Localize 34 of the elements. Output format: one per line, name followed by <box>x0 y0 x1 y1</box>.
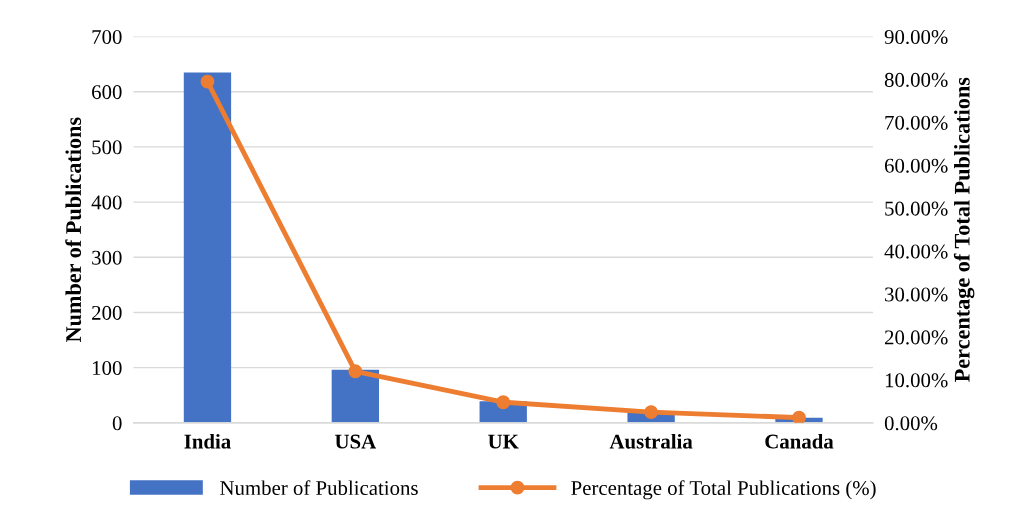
y-tick-label: 500 <box>92 140 122 155</box>
y2-tick-label: 70.00% <box>885 115 948 130</box>
y2-tick-label: 50.00% <box>885 201 948 216</box>
y2-tick-label: 80.00% <box>884 72 948 87</box>
y2-tick-label: 20.00% <box>884 330 948 345</box>
point <box>792 410 806 423</box>
x-tick-label: Australia <box>609 433 693 449</box>
y2-tick-label: 40.00% <box>884 244 948 259</box>
legend-label: Number of Publications <box>220 480 418 496</box>
x-tick-label: UK <box>488 434 519 449</box>
y2-tick-label: 30.00% <box>885 287 948 302</box>
x-tick-label: India <box>184 433 231 449</box>
y-tick-label: 400 <box>91 195 122 210</box>
bar <box>331 369 379 423</box>
x-tick-label: USA <box>335 434 377 449</box>
y-tick-label: 200 <box>92 305 122 320</box>
legend-label: Percentage of Total Publications (%) <box>571 480 876 500</box>
point <box>200 74 215 89</box>
y-tick-label: 100 <box>92 361 122 376</box>
y-tick-label: 0 <box>112 416 122 431</box>
point <box>644 405 659 420</box>
y2-tick-label: 90.00% <box>884 29 948 45</box>
y2-tick-label: 0.00% <box>884 416 938 431</box>
y2-axis-title: Percentage of Total Publications <box>953 77 975 382</box>
y2-tick-label: 10.00% <box>885 373 948 388</box>
point <box>496 395 511 410</box>
point <box>348 364 363 379</box>
y-tick-label: 300 <box>92 250 122 265</box>
y-tick-label: 600 <box>92 85 122 100</box>
y-tick-label: 700 <box>92 29 122 44</box>
y-axis-title: Number of Publications <box>65 117 82 343</box>
bar <box>183 72 232 423</box>
x-tick-label: Canada <box>765 433 834 449</box>
y2-tick-label: 60.00% <box>884 158 948 173</box>
